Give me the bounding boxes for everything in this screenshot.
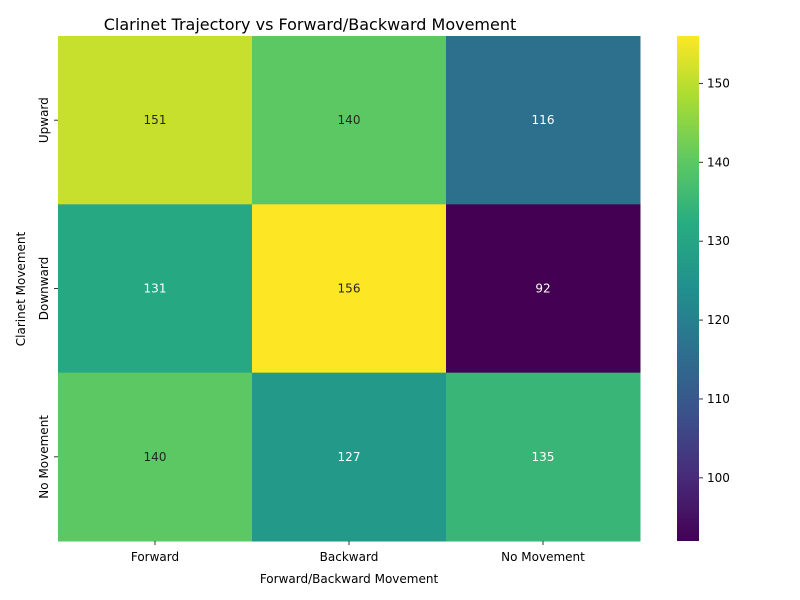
heatmap-cell: [252, 372, 447, 542]
heatmap-cell: [252, 204, 447, 374]
cell-value-label: 135: [532, 450, 555, 464]
colorbar-tick-label: 120: [707, 313, 730, 327]
colorbar-tick-label: 150: [707, 76, 730, 90]
y-axis-label: Clarinet Movement: [14, 232, 28, 347]
heatmap-cell: [58, 36, 253, 205]
cell-value-label: 116: [532, 113, 555, 127]
colorbar-tick-label: 110: [707, 392, 730, 406]
colorbar-ticks: 100 110 120 130 140 150: [699, 76, 730, 485]
cell-value-label: 156: [338, 282, 361, 296]
y-tick-label: Downward: [37, 257, 51, 321]
y-tick-label: Upward: [37, 97, 51, 143]
heatmap-cell: [446, 372, 641, 542]
colorbar: [677, 36, 699, 541]
colorbar-tick-label: 140: [707, 155, 730, 169]
y-axis-ticks: Upward Downward No Movement: [37, 97, 58, 499]
cell-value-label: 140: [338, 113, 361, 127]
x-tick-label: Backward: [320, 550, 379, 564]
cell-value-label: 131: [144, 282, 167, 296]
x-tick-label: Forward: [131, 550, 179, 564]
heatmap-cell: [446, 204, 641, 374]
heatmap-cells: 151 140 116 131 156 92 140 127 135: [58, 36, 641, 542]
x-axis-ticks: Forward Backward No Movement: [131, 541, 585, 564]
heatmap-cell: [252, 36, 447, 205]
y-tick-label: No Movement: [37, 415, 51, 499]
cell-value-label: 140: [144, 450, 167, 464]
heatmap-cell: [446, 36, 641, 205]
x-tick-label: No Movement: [501, 550, 585, 564]
heatmap-cell: [58, 372, 253, 542]
colorbar-tick-label: 130: [707, 234, 730, 248]
cell-value-label: 151: [144, 113, 167, 127]
x-axis-label: Forward/Backward Movement: [260, 572, 439, 586]
colorbar-tick-label: 100: [707, 471, 730, 485]
cell-value-label: 127: [338, 450, 361, 464]
chart-title: Clarinet Trajectory vs Forward/Backward …: [104, 15, 517, 34]
heatmap-cell: [58, 204, 253, 374]
cell-value-label: 92: [535, 282, 550, 296]
